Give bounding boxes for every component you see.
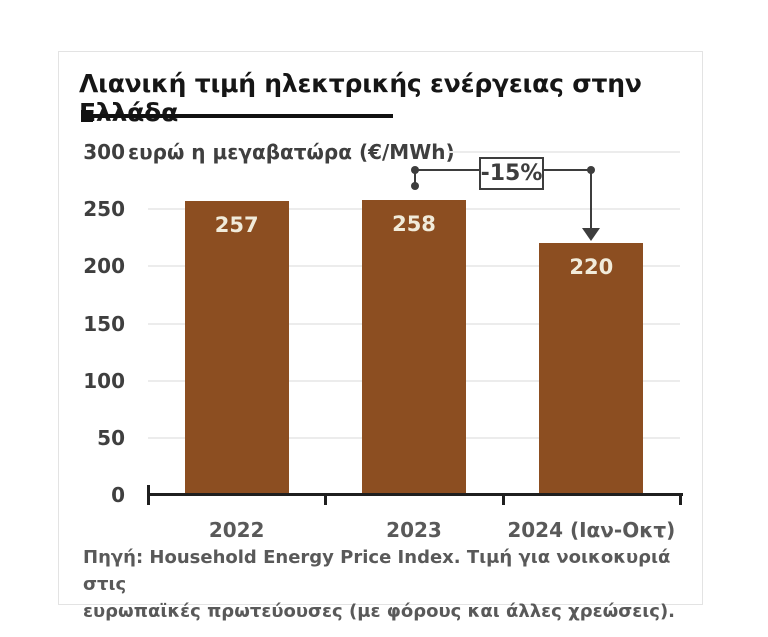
bar-value-label: 257 [214,213,259,238]
x-category-label-2022: 2022 [208,518,265,542]
x-tick-mark [147,496,150,505]
bar-value-label: 258 [392,212,436,237]
chart-card: Λιανική τιμή ηλεκτρικής ενέργειας στην Ε… [58,51,703,622]
y-tick-label-0: 0 [111,483,125,507]
bar-value-label: 220 [569,255,614,280]
annotation-pin-line [414,169,416,187]
gridline-300 [448,151,680,153]
bar-2024 (Ιαν-Οκτ): 220 [539,243,644,495]
bar-2023: 258 [362,200,466,495]
x-tick-mark [501,496,505,505]
x-tick-mark [679,496,682,505]
x-tick-mark [324,496,328,505]
x-category-label-2023: 2023 [386,518,442,542]
plot-area: 257 258 220 [148,151,680,495]
y-axis-unit-label: ευρώ η μεγαβατώρα (€/MWh) [128,140,455,164]
y-tick-label-50: 50 [97,425,125,450]
axis-left-stub [147,485,150,493]
y-tick-label-100: 100 [83,368,125,393]
y-tick-label-250: 250 [83,197,125,222]
annotation-percent-badge: -15% [479,157,544,190]
annotation-pin-dot-bottom [411,182,419,190]
source-line-2: ευρωπαϊκές πρωτεύουσες (με φόρους και άλ… [83,601,676,622]
x-axis-line [147,493,683,496]
chart-title: Λιανική τιμή ηλεκτρικής ενέργειας στην Ε… [79,69,642,127]
annotation-vertical-line [590,170,592,229]
annotation-arrowhead-icon [582,228,600,241]
y-tick-label-150: 150 [83,311,125,336]
x-category-label-2024 (Ιαν-Οκτ): 2024 (Ιαν-Οκτ) [507,518,676,542]
y-tick-label-200: 200 [83,254,125,279]
bar-2022: 257 [184,201,289,495]
source-note: Πηγή: Household Energy Price Index. Τιμή… [83,544,683,625]
source-line-1: Πηγή: Household Energy Price Index. Τιμή… [83,547,671,595]
title-underline-bar [93,114,393,118]
title-underline-square [81,110,93,122]
y-tick-label-300: 300 [83,140,125,164]
